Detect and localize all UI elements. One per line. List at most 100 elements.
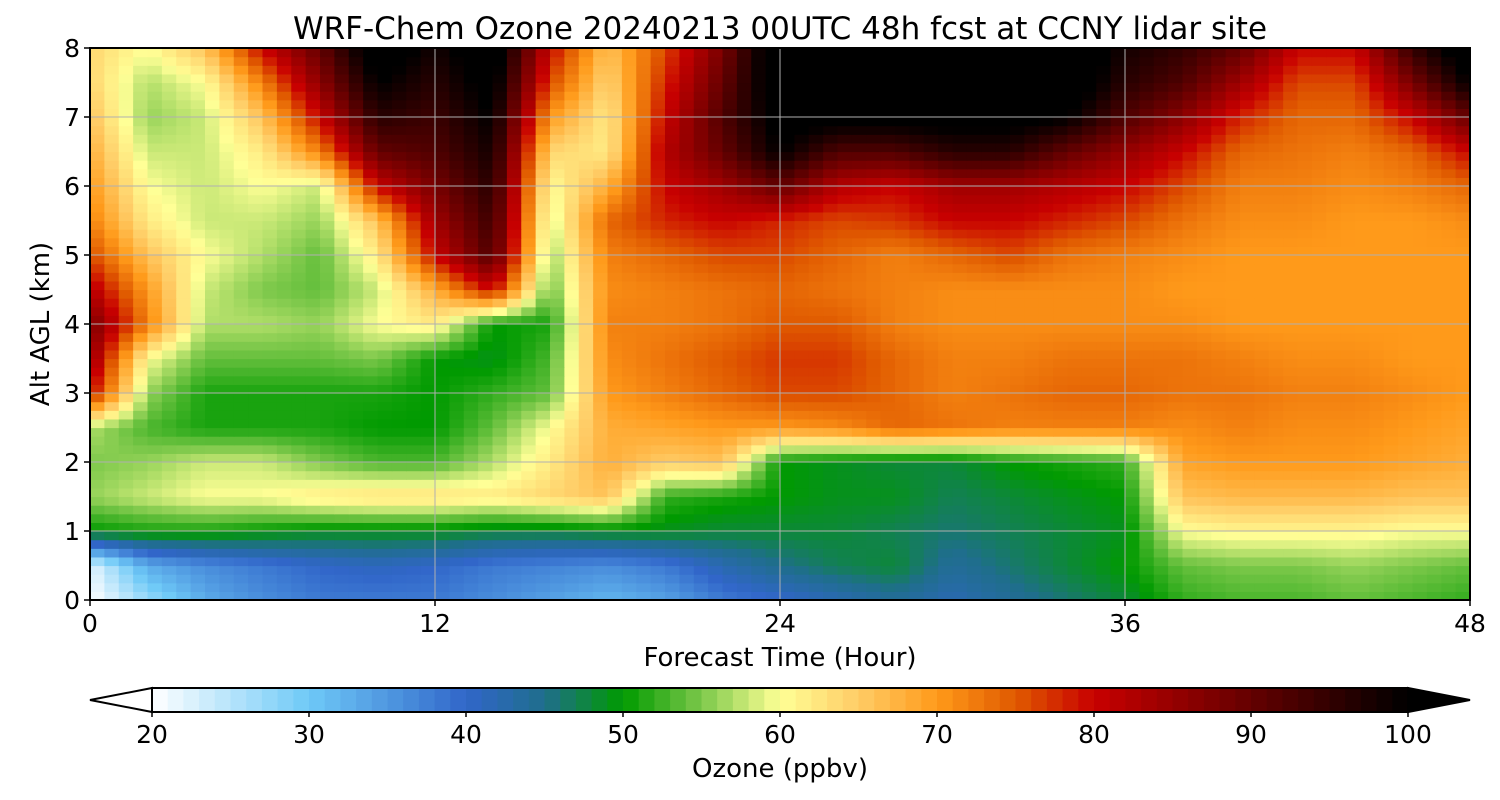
- heatmap-cell: [952, 410, 968, 420]
- heatmap-cell: [305, 177, 321, 187]
- heatmap-cell: [794, 582, 810, 592]
- heatmap-cell: [1182, 246, 1198, 256]
- heatmap-cell: [478, 453, 494, 463]
- heatmap-cell: [736, 384, 752, 394]
- heatmap-cell: [1067, 246, 1083, 256]
- heatmap-cell: [276, 522, 292, 532]
- heatmap-cell: [190, 513, 206, 523]
- heatmap-cell: [1038, 229, 1054, 239]
- heatmap-cell: [463, 522, 479, 532]
- heatmap-cell: [966, 349, 982, 360]
- heatmap-cell: [736, 531, 752, 541]
- heatmap-cell: [981, 539, 997, 549]
- heatmap-cell: [1412, 280, 1428, 291]
- heatmap-cell: [981, 168, 997, 178]
- heatmap-cell: [391, 220, 407, 230]
- heatmap-cell: [1024, 298, 1040, 308]
- heatmap-cell: [1096, 591, 1112, 600]
- heatmap-cell: [190, 306, 206, 316]
- heatmap-cell: [233, 349, 249, 360]
- heatmap-cell: [1110, 591, 1126, 600]
- heatmap-cell: [363, 367, 379, 377]
- heatmap-cell: [1326, 203, 1342, 213]
- heatmap-cell: [808, 246, 824, 256]
- heatmap-cell: [1211, 565, 1227, 575]
- heatmap-cell: [1182, 531, 1198, 541]
- heatmap-cell: [923, 168, 939, 178]
- heatmap-cell: [564, 151, 580, 161]
- heatmap-cell: [751, 574, 767, 584]
- heatmap-cell: [1297, 315, 1313, 325]
- heatmap-cell: [851, 263, 867, 273]
- heatmap-cell: [636, 220, 652, 230]
- heatmap-cell: [463, 306, 479, 316]
- heatmap-cell: [981, 384, 997, 394]
- heatmap-cell: [147, 522, 163, 532]
- heatmap-cell: [895, 177, 910, 187]
- heatmap-cell: [1211, 324, 1227, 334]
- heatmap-cell: [248, 393, 264, 403]
- heatmap-cell: [693, 548, 709, 558]
- heatmap-cell: [535, 306, 551, 316]
- heatmap-cell: [1182, 151, 1198, 161]
- heatmap-cell: [578, 298, 594, 308]
- heatmap-cell: [1024, 263, 1040, 273]
- heatmap-cell: [880, 306, 896, 316]
- heatmap-cell: [966, 168, 982, 178]
- heatmap-cell: [219, 565, 235, 575]
- heatmap-cell: [190, 496, 206, 506]
- heatmap-cell: [521, 349, 537, 360]
- heatmap-cell: [866, 410, 882, 420]
- heatmap-cell: [923, 479, 939, 489]
- heatmap-cell: [665, 349, 680, 360]
- heatmap-cell: [363, 160, 379, 170]
- heatmap-cell: [334, 418, 350, 429]
- heatmap-cell: [248, 574, 264, 584]
- heatmap-cell: [1254, 513, 1270, 523]
- heatmap-cell: [1196, 401, 1212, 411]
- heatmap-cell: [693, 220, 709, 230]
- heatmap-cell: [1355, 341, 1370, 351]
- heatmap-cell: [1010, 194, 1025, 204]
- heatmap-cell: [1283, 194, 1299, 204]
- heatmap-cell: [938, 375, 954, 385]
- heatmap-cell: [406, 548, 422, 558]
- heatmap-cell: [334, 479, 350, 489]
- heatmap-cell: [205, 384, 220, 394]
- heatmap-cell: [248, 513, 264, 523]
- heatmap-cell: [895, 349, 910, 360]
- heatmap-cell: [1096, 246, 1112, 256]
- heatmap-cell: [1240, 522, 1255, 532]
- heatmap-cell: [190, 384, 206, 394]
- heatmap-cell: [348, 496, 364, 506]
- heatmap-cell: [1283, 289, 1299, 299]
- heatmap-cell: [1153, 574, 1169, 584]
- heatmap-cell: [104, 522, 120, 532]
- heatmap-cell: [981, 479, 997, 489]
- heatmap-cell: [1383, 341, 1399, 351]
- heatmap-cell: [478, 487, 494, 498]
- heatmap-cell: [995, 531, 1011, 541]
- heatmap-cell: [1096, 436, 1112, 446]
- heatmap-cell: [205, 444, 220, 454]
- heatmap-cell: [205, 513, 220, 523]
- heatmap-cell: [90, 272, 105, 282]
- heatmap-cell: [1081, 263, 1097, 273]
- heatmap-cell: [1024, 462, 1040, 472]
- heatmap-cell: [966, 151, 982, 161]
- heatmap-cell: [391, 194, 407, 204]
- heatmap-cell: [176, 367, 192, 377]
- heatmap-cell: [90, 315, 105, 325]
- heatmap-cell: [1096, 548, 1112, 558]
- heatmap-cell: [621, 263, 637, 273]
- heatmap-cell: [1311, 263, 1327, 273]
- heatmap-cell: [722, 298, 738, 308]
- heatmap-cell: [966, 539, 982, 549]
- heatmap-cell: [1139, 349, 1155, 360]
- heatmap-cell: [463, 246, 479, 256]
- heatmap-cell: [1211, 418, 1227, 429]
- heatmap-cell: [607, 255, 623, 265]
- heatmap-cell: [190, 186, 206, 196]
- heatmap-cell: [722, 324, 738, 334]
- heatmap-cell: [104, 203, 120, 213]
